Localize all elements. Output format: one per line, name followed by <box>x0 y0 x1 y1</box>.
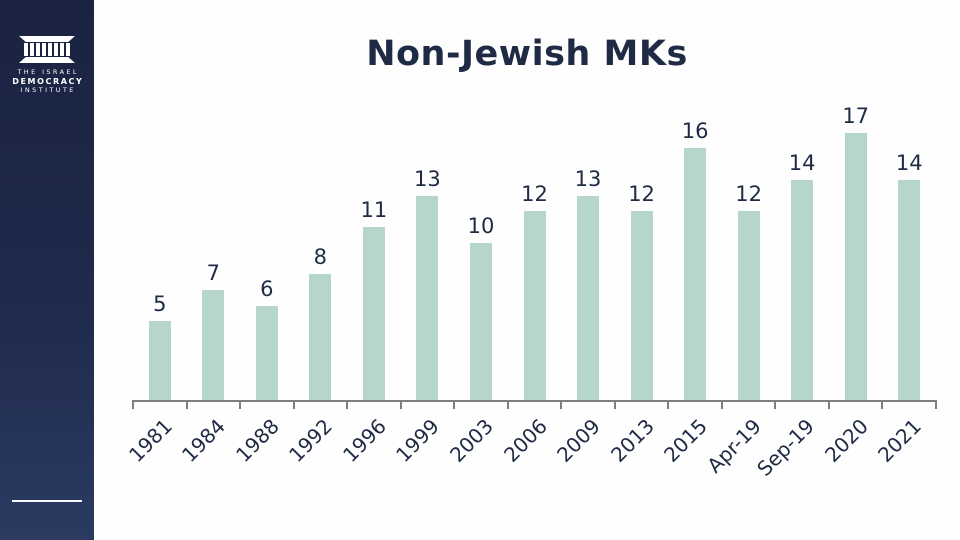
x-axis-tick <box>185 400 188 409</box>
sidebar-divider <box>12 500 82 502</box>
column-flutes <box>24 43 70 56</box>
x-axis-tick <box>132 400 134 409</box>
logo-text-line-1: THE ISRAEL <box>17 68 79 76</box>
bar <box>255 306 278 400</box>
x-axis-tick <box>935 400 937 409</box>
bar <box>844 133 867 400</box>
x-axis-tick <box>827 400 830 409</box>
bar <box>469 243 492 400</box>
x-axis-tick <box>239 400 242 409</box>
x-axis-line <box>133 400 936 402</box>
x-axis-tick <box>399 400 402 409</box>
x-axis-tick <box>774 400 777 409</box>
bar <box>362 227 385 400</box>
bar-value-label: 12 <box>628 182 655 206</box>
logo-text-line-2: DEMOCRACY <box>12 76 84 86</box>
bar <box>148 321 171 400</box>
x-axis-tick <box>346 400 349 409</box>
bar-value-label: 14 <box>788 151 816 175</box>
x-axis-tick <box>292 400 295 409</box>
bar-value-label: 16 <box>681 119 709 143</box>
x-axis-tick <box>881 400 884 409</box>
bar <box>202 290 225 400</box>
x-axis-tick <box>453 400 456 409</box>
bar-value-label: 5 <box>153 292 167 316</box>
x-axis-tick <box>560 400 563 409</box>
bar <box>791 180 814 400</box>
bar <box>684 148 707 400</box>
sidebar: THE ISRAEL DEMOCRACY INSTITUTE <box>0 0 94 540</box>
bar <box>630 211 653 400</box>
bar <box>416 196 439 400</box>
chart-title: Non-Jewish MKs <box>366 34 688 74</box>
x-axis-tick <box>720 400 723 409</box>
bar <box>898 180 921 400</box>
x-axis-tick <box>613 400 616 409</box>
bar-value-label: 7 <box>206 261 220 285</box>
bar-value-label: 13 <box>414 167 441 191</box>
bar <box>577 196 600 400</box>
bar-value-label: 10 <box>467 214 495 238</box>
bar-value-label: 8 <box>313 245 328 269</box>
bar <box>309 274 332 400</box>
bar-chart: 5 1981 7 1984 6 1988 8 1992 11 1996 13 1999 10 2003 12… <box>124 104 937 481</box>
column-icon <box>19 36 75 63</box>
bar-value-label: 12 <box>521 182 548 206</box>
bar <box>737 211 760 400</box>
column-capital <box>19 36 75 42</box>
idi-logo: THE ISRAEL DEMOCRACY INSTITUTE <box>0 36 94 95</box>
x-axis-tick <box>667 400 670 409</box>
bar-value-label: 17 <box>842 104 870 128</box>
bar-value-label: 12 <box>735 182 762 206</box>
bar-value-label: 6 <box>260 277 274 301</box>
bar-value-label: 14 <box>895 151 923 175</box>
bar-value-label: 13 <box>574 167 602 191</box>
bar <box>523 211 546 400</box>
bar-value-label: 11 <box>360 198 388 222</box>
logo-text-line-3: INSTITUTE <box>20 86 76 94</box>
column-base <box>19 57 75 63</box>
x-axis-tick <box>506 400 509 409</box>
